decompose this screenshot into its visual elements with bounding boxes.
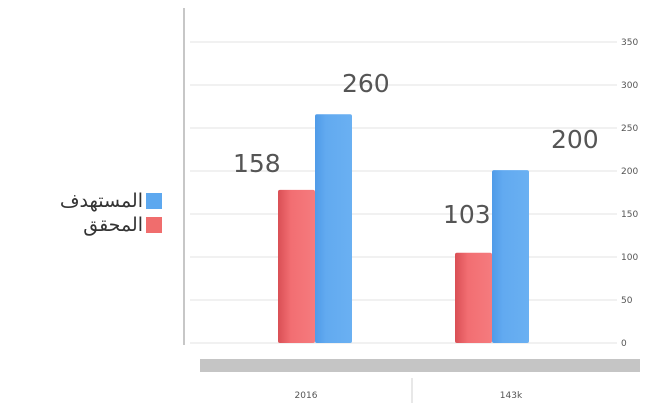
y-tick-labels: 0 50 100 150 200 250 300 350: [621, 38, 638, 349]
x-tick-143k: 143k: [500, 391, 523, 401]
axes: [183, 8, 640, 403]
data-label-143k-series-1: 200: [551, 125, 599, 154]
y-tick-300: 300: [621, 81, 638, 91]
bar-2016-series-0: [278, 189, 315, 343]
y-tick-150: 150: [621, 210, 638, 220]
legend-item-target[interactable]: المستهدف: [60, 190, 162, 212]
legend-swatch-blue: [146, 193, 162, 209]
y-tick-100: 100: [621, 253, 638, 263]
y-tick-250: 250: [621, 124, 638, 134]
x-tick-labels: 2016 143k: [295, 391, 523, 401]
data-label-143k-series-0: 103: [443, 200, 491, 229]
data-label-2016-series-1: 260: [342, 69, 390, 98]
grid-lines: [190, 41, 617, 344]
data-label-2016-series-0: 158: [233, 149, 281, 178]
y-tick-50: 50: [621, 296, 633, 306]
legend-label-target: المستهدف: [59, 190, 143, 212]
bar-143k-series-0: [455, 252, 492, 343]
bars: [278, 114, 529, 344]
data-labels: 158 260 103 200: [233, 69, 599, 229]
x-tick-2016: 2016: [295, 391, 318, 401]
legend-label-achieved: المحقق: [83, 214, 143, 236]
bar-2016-series-1: [315, 114, 352, 344]
legend: المستهدف المحقق: [60, 190, 162, 236]
y-tick-0: 0: [621, 339, 627, 349]
legend-swatch-red: [146, 217, 162, 233]
y-tick-350: 350: [621, 38, 638, 48]
legend-item-achieved[interactable]: المحقق: [83, 214, 162, 236]
bar-143k-series-1: [492, 170, 529, 343]
y-tick-200: 200: [621, 167, 638, 177]
x-axis-band: [200, 359, 640, 372]
